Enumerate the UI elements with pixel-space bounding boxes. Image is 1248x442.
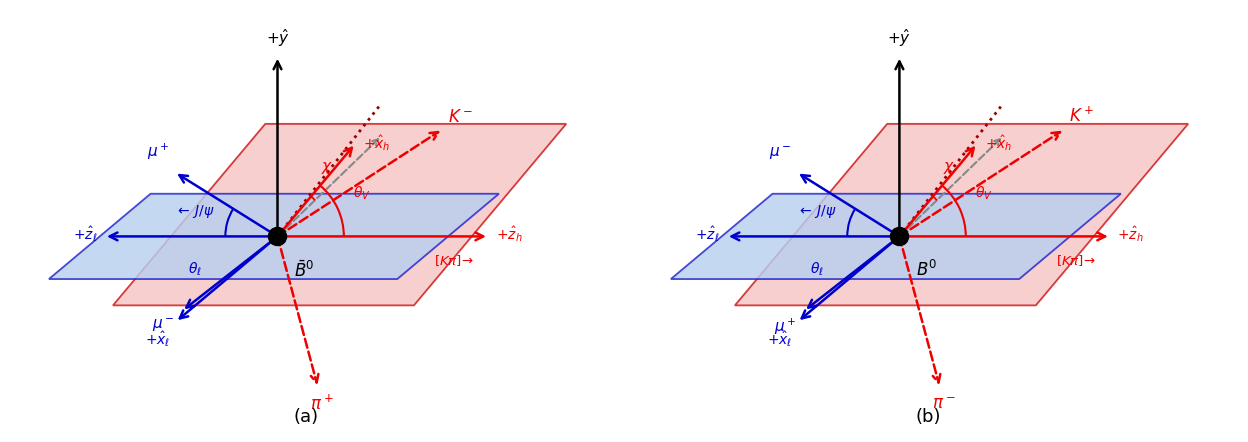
Polygon shape [735,124,1188,305]
Text: $+\hat{z}_h$: $+\hat{z}_h$ [1117,224,1144,244]
Text: $\mu^-$: $\mu^-$ [152,316,175,334]
Text: $[K\pi]\!\rightarrow$: $[K\pi]\!\rightarrow$ [1056,253,1096,268]
Text: $+\hat{y}$: $+\hat{y}$ [887,27,911,49]
Text: $+\hat{x}_h$: $+\hat{x}_h$ [985,133,1012,153]
Text: (a): (a) [293,408,318,426]
Text: $K^+$: $K^+$ [1070,107,1094,126]
Text: (b): (b) [915,408,941,426]
Text: $[K\pi]\!\rightarrow$: $[K\pi]\!\rightarrow$ [434,253,474,268]
Text: $K^-$: $K^-$ [448,108,473,126]
Text: $B^0$: $B^0$ [916,260,937,280]
Text: $\mu^-$: $\mu^-$ [769,144,791,162]
Text: $\bar{B}^0$: $\bar{B}^0$ [295,260,314,281]
Text: $\pi^-$: $\pi^-$ [932,395,956,413]
Text: $+\hat{x}_\ell$: $+\hat{x}_\ell$ [145,330,171,349]
Text: $+\hat{z}_h$: $+\hat{z}_h$ [495,224,522,244]
Text: $\mu^+$: $\mu^+$ [147,141,170,162]
Text: $+\hat{x}_\ell$: $+\hat{x}_\ell$ [768,330,792,349]
Text: $\mu^+$: $\mu^+$ [774,316,796,337]
Text: $\theta_\ell$: $\theta_\ell$ [187,260,202,278]
Text: $\leftarrow\,J/\psi$: $\leftarrow\,J/\psi$ [175,203,215,220]
Text: $+\hat{x}_h$: $+\hat{x}_h$ [363,133,391,153]
Text: $\theta_V$: $\theta_V$ [353,185,371,202]
Polygon shape [114,124,567,305]
Text: $+\hat{y}$: $+\hat{y}$ [266,27,290,49]
Text: $\pi^+$: $\pi^+$ [311,395,334,414]
Text: $\chi$: $\chi$ [321,160,333,176]
Polygon shape [671,194,1121,279]
Polygon shape [49,194,499,279]
Text: $\theta_V$: $\theta_V$ [975,185,992,202]
Text: $+\hat{z}_\ell$: $+\hat{z}_\ell$ [72,224,97,244]
Text: $+\hat{z}_\ell$: $+\hat{z}_\ell$ [695,224,719,244]
Text: $\leftarrow\,J/\psi$: $\leftarrow\,J/\psi$ [796,203,836,220]
Text: $\theta_\ell$: $\theta_\ell$ [810,260,824,278]
Text: $\chi$: $\chi$ [943,160,955,176]
